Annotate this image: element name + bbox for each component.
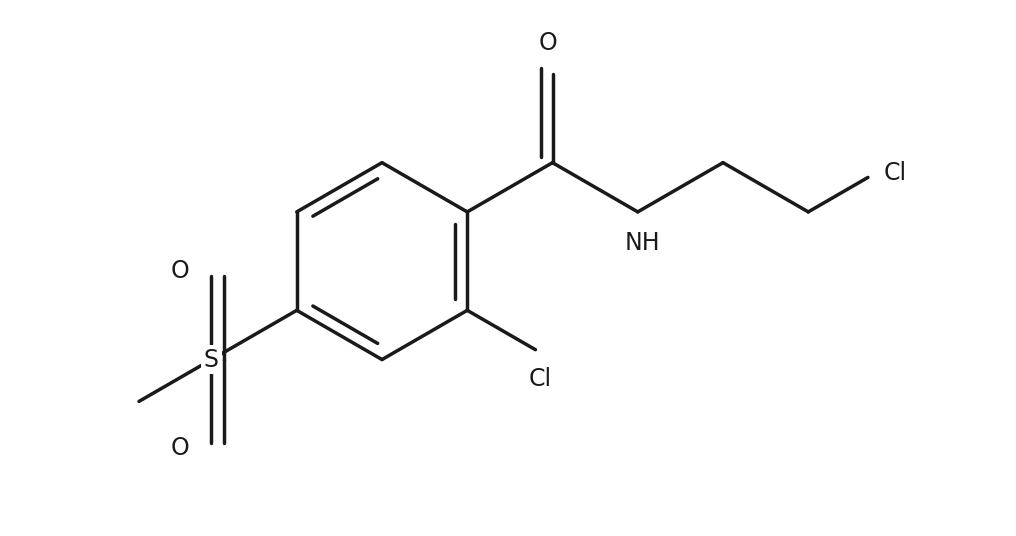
Text: Cl: Cl (884, 160, 907, 184)
Text: O: O (171, 436, 189, 460)
Text: Cl: Cl (528, 367, 552, 391)
Text: O: O (171, 259, 189, 283)
Text: S: S (204, 347, 219, 371)
Text: O: O (538, 31, 557, 55)
Text: NH: NH (625, 232, 660, 255)
